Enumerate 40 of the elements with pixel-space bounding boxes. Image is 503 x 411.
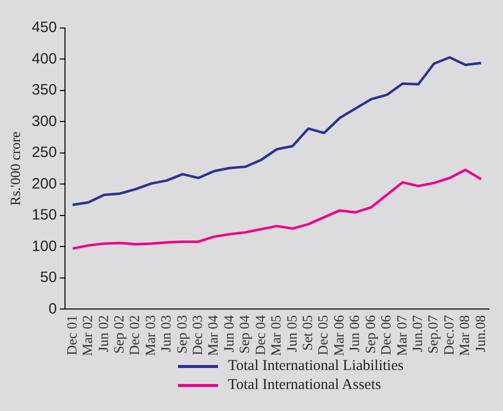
x-tick-label: Mar 02 xyxy=(81,315,96,356)
x-tick-label: Mar 07 xyxy=(395,315,410,356)
x-tick-label: Dec 06 xyxy=(380,315,395,356)
x-tick-label: Sep 02 xyxy=(112,315,128,354)
x-tick-label: Dec 04 xyxy=(254,315,269,356)
x-tick-label: Jun.08 xyxy=(474,315,489,352)
y-tick-label: 400 xyxy=(32,50,57,68)
y-tick-label: 50 xyxy=(40,269,57,286)
y-tick-label: 450 xyxy=(32,19,57,36)
x-tick-label: Dec 01 xyxy=(65,315,80,356)
x-tick-label: Mar 05 xyxy=(270,315,285,356)
x-tick-label: Mar 03 xyxy=(144,315,159,356)
x-tick-label: Jun 06 xyxy=(348,315,364,352)
x-tick-label: Mar 08 xyxy=(458,315,474,356)
y-tick-label: 150 xyxy=(32,206,57,224)
y-tick-label: 0 xyxy=(48,300,57,318)
x-tick-label: Mar 04 xyxy=(206,315,222,356)
x-tick-label: Sep 04 xyxy=(238,315,254,354)
x-tick-label: Jun 04 xyxy=(222,315,238,352)
x-tick-label: Set 05 xyxy=(301,315,316,351)
x-tick-label: Sep 03 xyxy=(175,315,190,354)
x-tick-label: Mar 06 xyxy=(332,315,348,356)
x-tick-label: Dec 02 xyxy=(128,315,144,356)
y-tick-label: 350 xyxy=(32,82,57,99)
y-tick-label: 300 xyxy=(32,112,57,130)
y-tick-label: 250 xyxy=(32,144,57,162)
y-axis-title: Rs.'000 crore xyxy=(9,132,24,206)
legend-label: Total International Assets xyxy=(228,377,382,394)
legend-label: Total International Liabilities xyxy=(228,358,404,375)
x-tick-label: Sep 06 xyxy=(364,315,379,354)
x-tick-label: Dec.07 xyxy=(442,315,458,356)
x-tick-label: Sep.07 xyxy=(426,315,442,354)
x-tick-label: Jun 03 xyxy=(160,315,175,352)
x-tick-label: Jun 02 xyxy=(96,315,112,352)
x-tick-label: Jun 05 xyxy=(285,315,300,352)
x-tick-label: Dec 05 xyxy=(316,315,332,356)
y-tick-label: 100 xyxy=(32,238,57,255)
x-tick-label: Dec 03 xyxy=(191,315,206,356)
y-tick-label: 200 xyxy=(32,175,57,192)
x-tick-label: Jun.07 xyxy=(410,315,426,352)
